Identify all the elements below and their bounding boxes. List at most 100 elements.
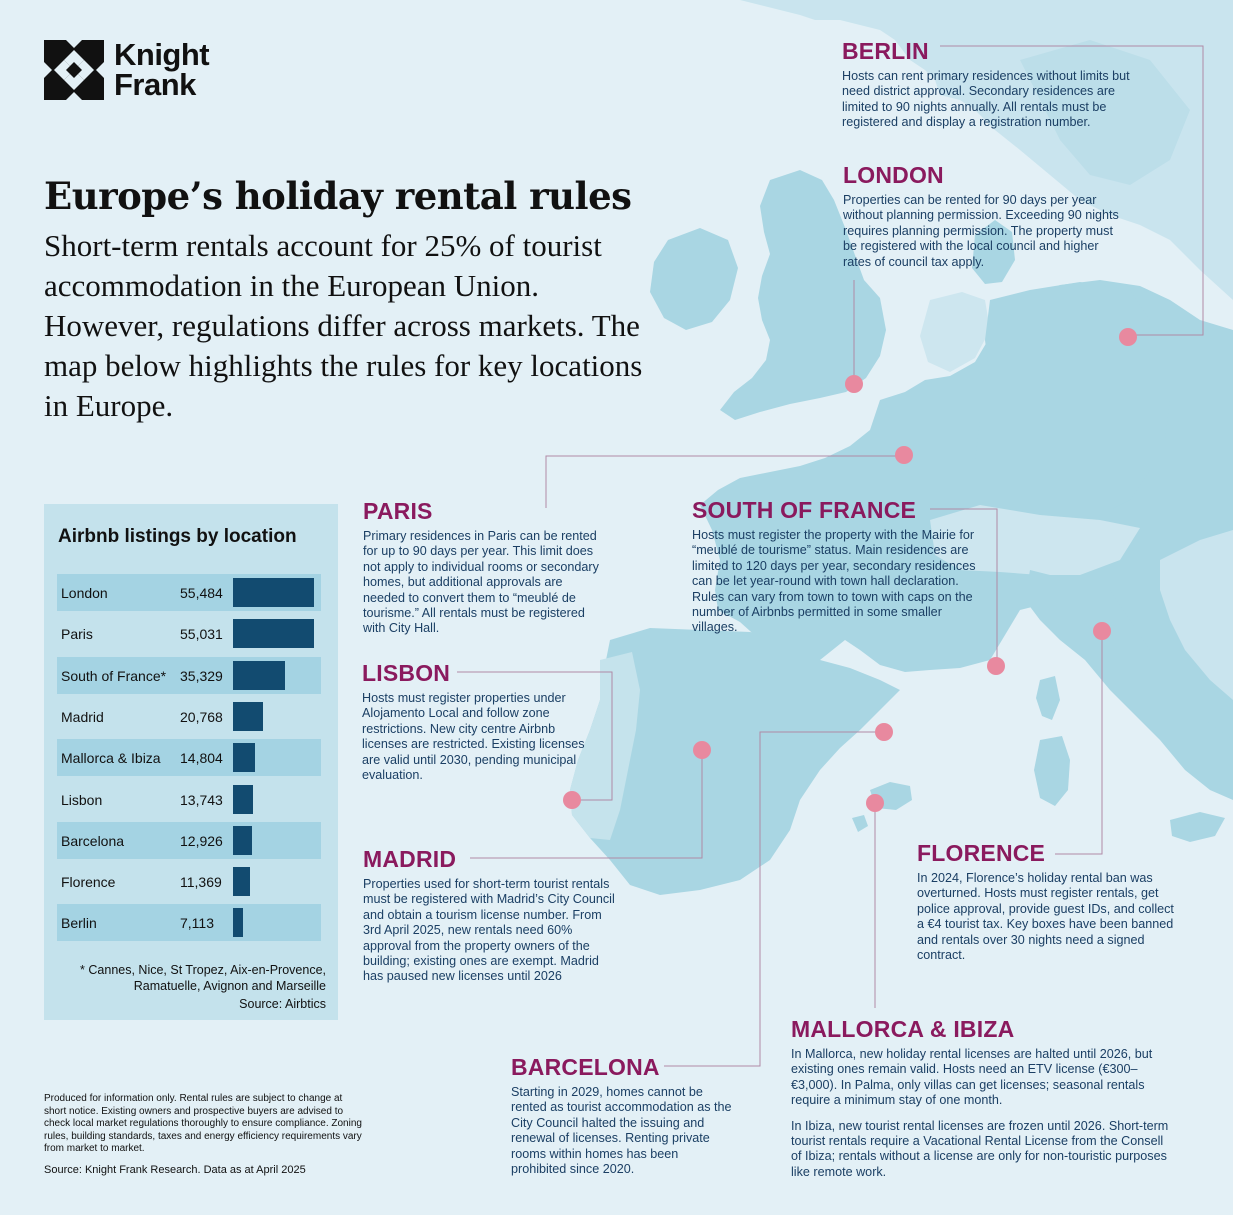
bar-value-label: 12,926 bbox=[180, 832, 223, 849]
city-madrid: MADRID Properties used for short-term to… bbox=[363, 846, 619, 985]
bar-value-label: 55,484 bbox=[180, 585, 223, 601]
airbnb-listings-chart: Airbnb listings by location London 55,484… bbox=[44, 504, 338, 1020]
page-title: Europe’s holiday rental rules bbox=[44, 174, 632, 218]
city-mallorca-ibiza-name: MALLORCA & IBIZA bbox=[791, 1016, 1015, 1042]
city-barcelona-text: Starting in 2029, homes cannot be rented… bbox=[511, 1085, 732, 1177]
bar bbox=[233, 784, 254, 814]
bar bbox=[233, 743, 255, 773]
bar-category-label: Lisbon bbox=[61, 791, 103, 808]
bar bbox=[233, 908, 244, 938]
lisbon-leader-line bbox=[457, 671, 613, 801]
barcelona-marker[interactable] bbox=[875, 723, 893, 741]
research-source: Source: Knight Frank Research. Data as a… bbox=[44, 1164, 306, 1176]
city-paris-name: PARIS bbox=[363, 498, 433, 524]
corsica-land bbox=[1036, 676, 1060, 720]
logo-wordmark: Knight Frank bbox=[114, 37, 210, 102]
paris-marker[interactable] bbox=[895, 446, 913, 464]
sardinia-land bbox=[1034, 736, 1070, 806]
madrid-marker[interactable] bbox=[693, 741, 711, 759]
city-madrid-name: MADRID bbox=[363, 846, 457, 872]
chart-footnote: * Cannes, Nice, St Tropez, Aix-en-Proven… bbox=[80, 963, 326, 993]
city-barcelona-name: BARCELONA bbox=[511, 1054, 660, 1080]
bar bbox=[233, 578, 315, 607]
city-berlin: BERLIN Hosts can rent primary residences… bbox=[842, 38, 1152, 131]
bar-category-label: South of France* bbox=[61, 667, 167, 684]
bar-category-label: Paris bbox=[61, 626, 93, 643]
florence-marker[interactable] bbox=[1093, 622, 1111, 640]
scandinavia-highland bbox=[1020, 40, 1190, 185]
city-south-of-france: SOUTH OF FRANCE Hosts must register the … bbox=[692, 497, 982, 636]
bar-row: London 55,484 bbox=[57, 574, 321, 611]
chart-title: Airbnb listings by location bbox=[58, 526, 297, 547]
bar-row: Paris 55,031 bbox=[57, 615, 321, 652]
bar-row: Barcelona 12,926 bbox=[57, 821, 321, 859]
denmark-land bbox=[972, 220, 1015, 284]
berlin-leader-line bbox=[940, 45, 1204, 336]
bar-row: Lisbon 13,743 bbox=[57, 781, 321, 818]
page-subtitle: Short-term rentals account for 25% of to… bbox=[44, 228, 643, 423]
bar bbox=[233, 660, 285, 690]
italy-land bbox=[1025, 570, 1233, 800]
bar bbox=[233, 867, 250, 897]
ibiza-land bbox=[852, 815, 868, 832]
mallorca-ibiza-marker[interactable] bbox=[866, 794, 884, 812]
logo-line-1: Knight bbox=[114, 37, 210, 72]
ireland-land bbox=[650, 228, 738, 330]
south-of-france-marker[interactable] bbox=[987, 657, 1005, 675]
disclaimer: Produced for information only. Rental ru… bbox=[44, 1093, 362, 1155]
bar-value-label: 35,329 bbox=[180, 667, 223, 684]
bar bbox=[233, 825, 252, 855]
london-marker[interactable] bbox=[845, 375, 863, 393]
chart-source: Source: Airbtics bbox=[239, 997, 326, 1011]
city-florence-name: FLORENCE bbox=[917, 840, 1046, 866]
bar-value-label: 14,804 bbox=[180, 750, 223, 767]
city-lisbon-text: Hosts must register properties under Alo… bbox=[362, 691, 585, 783]
city-florence: FLORENCE In 2024, Florence’s holiday ren… bbox=[917, 840, 1183, 963]
bar-category-label: Madrid bbox=[61, 708, 104, 725]
paris-leader-line bbox=[545, 455, 903, 508]
city-lisbon: LISBON Hosts must register properties un… bbox=[362, 660, 598, 783]
barcelona-leader-line bbox=[664, 731, 884, 1067]
bar bbox=[233, 619, 314, 649]
bar-category-label: Florence bbox=[61, 874, 116, 891]
city-mallorca-ibiza-text-1: In Mallorca, new holiday rental licenses… bbox=[791, 1047, 1153, 1108]
bar-row: Mallorca & Ibiza 14,804 bbox=[57, 739, 321, 777]
bar-row: Berlin 7,113 bbox=[57, 904, 321, 942]
city-madrid-text: Properties used for short-term tourist r… bbox=[363, 877, 615, 984]
city-london-text: Properties can be rented for 90 days per… bbox=[843, 193, 1119, 269]
city-lisbon-name: LISBON bbox=[362, 660, 451, 686]
city-paris-text: Primary residences in Paris can be rente… bbox=[363, 529, 599, 636]
knight-frank-logo: Knight Frank bbox=[44, 37, 210, 102]
madrid-leader-line bbox=[470, 750, 703, 859]
bar-value-label: 11,369 bbox=[180, 874, 222, 891]
bar-row: South of France* 35,329 bbox=[57, 656, 321, 694]
bar-category-label: Berlin bbox=[61, 915, 97, 932]
city-florence-text: In 2024, Florence’s holiday rental ban w… bbox=[917, 871, 1174, 963]
south-of-france-leader-line bbox=[930, 508, 998, 667]
bar-category-label: London bbox=[61, 585, 108, 601]
berlin-marker[interactable] bbox=[1119, 328, 1137, 346]
city-london: LONDON Properties can be rented for 90 d… bbox=[843, 162, 1125, 270]
city-markers bbox=[563, 328, 1137, 812]
benelux-land bbox=[920, 292, 990, 372]
iberia-land bbox=[570, 628, 900, 895]
city-paris: PARIS Primary residences in Paris can be… bbox=[363, 498, 607, 637]
bar-row: Florence 11,369 bbox=[57, 863, 321, 900]
lisbon-marker[interactable] bbox=[563, 791, 581, 809]
logo-line-2: Frank bbox=[114, 67, 196, 102]
city-barcelona: BARCELONA Starting in 2029, homes cannot… bbox=[511, 1054, 737, 1177]
city-london-name: LONDON bbox=[843, 162, 944, 188]
bar-category-label: Mallorca & Ibiza bbox=[61, 750, 161, 767]
bar-category-label: Barcelona bbox=[61, 832, 125, 849]
city-berlin-name: BERLIN bbox=[842, 38, 929, 64]
portugal-land bbox=[570, 652, 640, 840]
leader-lines bbox=[457, 45, 1204, 1067]
bar-row: Madrid 20,768 bbox=[57, 698, 321, 735]
bar-value-label: 20,768 bbox=[180, 708, 223, 725]
bar-value-label: 7,113 bbox=[180, 915, 214, 932]
balkans-land bbox=[1160, 530, 1233, 700]
sicily-land bbox=[1170, 812, 1225, 842]
city-south-of-france-text: Hosts must register the property with th… bbox=[692, 528, 976, 635]
city-mallorca-ibiza-text-2: In Ibiza, new tourist rental licenses ar… bbox=[791, 1118, 1169, 1179]
